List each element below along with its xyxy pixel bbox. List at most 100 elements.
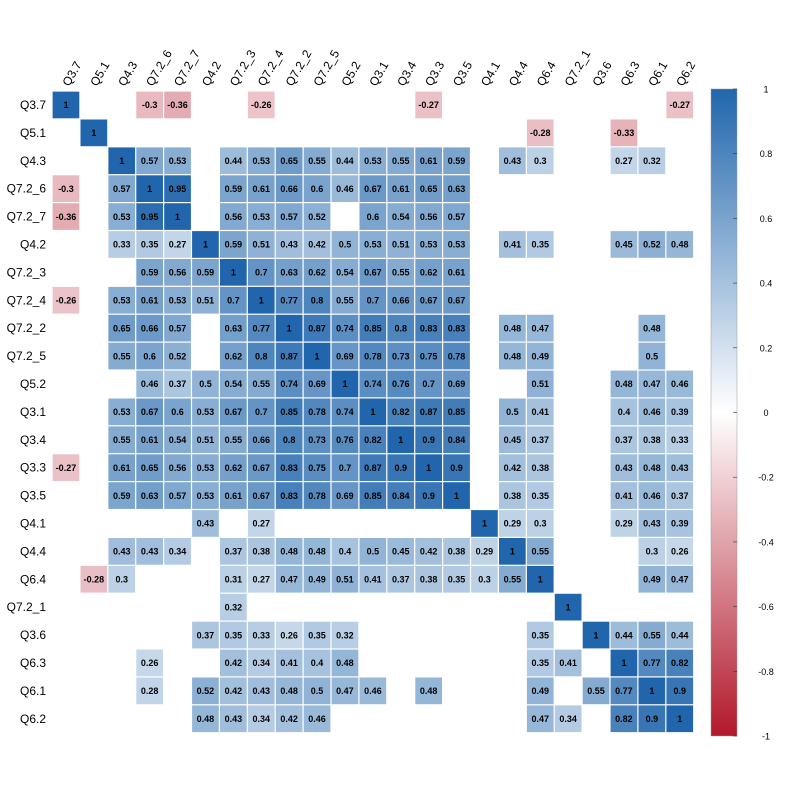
cell-value-label: 0.35: [141, 240, 159, 250]
row-label: Q5.1: [20, 126, 46, 140]
cell-value-label: 0.47: [280, 574, 298, 584]
cell-value-label: 0.61: [448, 268, 466, 278]
heatmap-cell: [303, 621, 331, 649]
cell-value-label: 0.42: [504, 463, 522, 473]
cell-value-label: 0.87: [420, 407, 438, 417]
heatmap-cell: [108, 342, 136, 370]
cell-value-label: 0.52: [308, 212, 326, 222]
heatmap-cell: [52, 175, 80, 202]
cell-value-label: 0.57: [141, 156, 159, 166]
cell-value-label: 0.38: [252, 547, 270, 557]
heatmap-cell: [526, 677, 554, 705]
heatmap-cell: [192, 482, 219, 509]
cell-value-label: 0.53: [197, 463, 215, 473]
cell-value-label: 0.33: [113, 240, 131, 250]
heatmap-cell: [359, 677, 387, 705]
cell-value-label: 0.67: [252, 463, 270, 473]
heatmap-cell: [303, 286, 331, 314]
heatmap-cell: [610, 147, 638, 175]
cell-value-label: 0.26: [280, 630, 298, 640]
cell-value-label: 0.48: [308, 547, 326, 557]
heatmap-cell: [247, 398, 275, 426]
cell-value-label: 0.78: [364, 351, 382, 361]
cell-value-label: 1: [175, 212, 180, 222]
cell-value-label: 0.53: [113, 407, 131, 417]
cell-value-label: 0.46: [308, 714, 326, 724]
cell-value-label: 0.37: [197, 630, 215, 640]
heatmap-cell: [331, 370, 359, 398]
column-label: Q5.1: [87, 59, 112, 89]
cell-value-label: 0.61: [252, 184, 270, 194]
heatmap-cell: [136, 314, 163, 342]
heatmap-cell: [220, 175, 247, 202]
heatmap-cell: [582, 621, 610, 649]
heatmap-cell: [136, 175, 163, 202]
cell-value-label: 0.34: [559, 714, 577, 724]
heatmap-cell: [666, 426, 694, 454]
row-label: Q6.2: [20, 712, 46, 726]
heatmap-cell: [638, 705, 666, 733]
heatmap-cell: [303, 342, 331, 370]
heatmap-cell: [638, 370, 666, 398]
heatmap-cell: [415, 398, 442, 426]
cell-value-label: 0.41: [280, 658, 298, 668]
cell-value-label: 0.69: [308, 379, 326, 389]
cell-value-label: 0.7: [422, 379, 435, 389]
cell-value-label: 0.27: [252, 519, 270, 529]
heatmap-cell: [331, 538, 359, 565]
cell-value-label: -0.36: [56, 212, 77, 222]
cell-value-label: 0.51: [252, 240, 270, 250]
heatmap-cell: [303, 677, 331, 705]
heatmap-cell: [471, 538, 498, 565]
column-label: Q7.2_1: [562, 47, 594, 88]
heatmap-cell: [164, 538, 191, 565]
heatmap-cell: [108, 538, 136, 565]
heatmap-cell: [666, 398, 694, 426]
heatmap-cell: [247, 538, 275, 565]
cell-value-label: 0.6: [311, 184, 324, 194]
heatmap-cell: [136, 482, 163, 509]
heatmap-cell: [554, 649, 582, 677]
cell-value-label: 1: [147, 184, 152, 194]
cell-value-label: 0.67: [448, 295, 466, 305]
heatmap-cell: [192, 370, 219, 398]
heatmap-cell: [359, 426, 387, 454]
heatmap-cell: [415, 259, 442, 286]
heatmap-cell: [526, 119, 554, 147]
heatmap-cell: [499, 426, 526, 454]
heatmap-cell: [359, 482, 387, 509]
heatmap-cell: [247, 565, 275, 593]
cell-value-label: 0.61: [420, 156, 438, 166]
heatmap-cell: [471, 510, 498, 537]
heatmap-cell: [415, 147, 442, 175]
heatmap-cell: [415, 426, 442, 454]
cell-value-label: 0.38: [448, 547, 466, 557]
heatmap-cell: [275, 175, 303, 202]
cell-value-label: 0.4: [339, 547, 352, 557]
heatmap-cell: [387, 398, 415, 426]
heatmap-cell: [666, 538, 694, 565]
cell-value-label: 0.3: [646, 547, 659, 557]
cell-value-label: 1: [454, 491, 459, 501]
cell-value-label: 0.47: [531, 714, 549, 724]
cell-value-label: 0.67: [364, 184, 382, 194]
heatmap-cell: [164, 147, 191, 175]
heatmap-cell: [247, 175, 275, 202]
heatmap-cell: [415, 286, 442, 314]
cell-value-label: 0.5: [506, 407, 519, 417]
heatmap-cell: [359, 538, 387, 565]
cell-value-label: 0.57: [280, 212, 298, 222]
heatmap-cell: [220, 398, 247, 426]
cell-value-label: 0.43: [113, 547, 131, 557]
cell-value-label: 0.35: [225, 630, 243, 640]
heatmap-cell: [499, 565, 526, 593]
heatmap-cell: [638, 314, 666, 342]
heatmap-cell: [415, 203, 442, 230]
cell-value-label: 0.54: [169, 435, 187, 445]
cell-value-label: 0.52: [643, 240, 661, 250]
cell-value-label: 0.43: [504, 156, 522, 166]
heatmap-cell: [247, 482, 275, 509]
heatmap-cell: [247, 91, 275, 119]
heatmap-cell: [443, 231, 470, 258]
heatmap-cell: [499, 314, 526, 342]
